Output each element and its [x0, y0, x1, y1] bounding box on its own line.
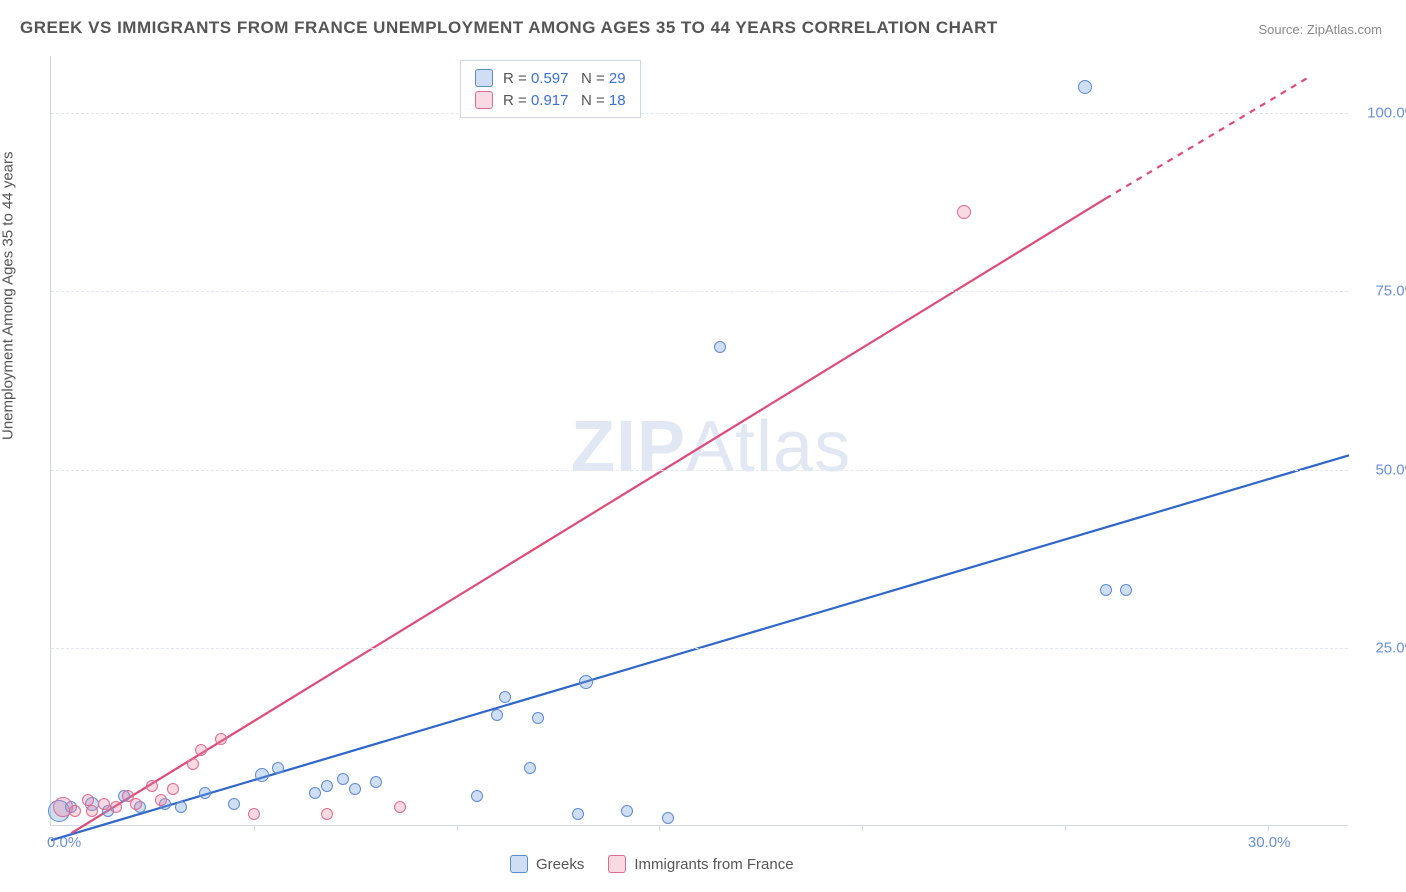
legend-stats: R = 0.597 N = 29 — [503, 70, 626, 87]
legend-swatch — [608, 855, 626, 873]
watermark: ZIPAtlas — [571, 406, 851, 488]
data-point — [110, 801, 122, 813]
data-point — [1078, 80, 1092, 94]
data-point — [155, 794, 167, 806]
legend-label: Immigrants from France — [634, 856, 793, 873]
y-tick-label: 25.0% — [1358, 639, 1406, 656]
x-tick-label: 0.0% — [47, 834, 81, 851]
data-point — [621, 805, 633, 817]
legend-stats: R = 0.917 N = 18 — [503, 92, 626, 109]
data-point — [272, 762, 284, 774]
data-point — [98, 798, 110, 810]
legend-row: R = 0.917 N = 18 — [475, 89, 626, 111]
legend-label: Greeks — [536, 856, 584, 873]
data-point — [321, 808, 333, 820]
data-point — [309, 787, 321, 799]
x-tick — [1268, 825, 1269, 831]
x-tick — [457, 825, 458, 831]
data-point — [1100, 584, 1112, 596]
data-point — [130, 798, 142, 810]
data-point — [532, 712, 544, 724]
series-legend: Greeks Immigrants from France — [510, 855, 794, 873]
data-point — [167, 783, 179, 795]
x-tick — [659, 825, 660, 831]
data-point — [187, 758, 199, 770]
legend-swatch — [475, 91, 493, 109]
legend-item: Immigrants from France — [608, 855, 793, 873]
data-point — [199, 787, 211, 799]
x-tick — [862, 825, 863, 831]
legend-item: Greeks — [510, 855, 584, 873]
data-point — [228, 798, 240, 810]
correlation-legend: R = 0.597 N = 29 R = 0.917 N = 18 — [460, 60, 641, 118]
source-label: Source: ZipAtlas.com — [1258, 22, 1382, 37]
gridline — [51, 291, 1348, 292]
plot-area: ZIPAtlas 25.0%50.0%75.0%100.0%0.0%30.0% — [50, 56, 1348, 826]
gridline — [51, 113, 1348, 114]
gridline — [51, 470, 1348, 471]
data-point — [714, 341, 726, 353]
data-point — [337, 773, 349, 785]
data-point — [248, 808, 260, 820]
y-tick-label: 50.0% — [1358, 461, 1406, 478]
data-point — [255, 768, 269, 782]
data-point — [471, 790, 483, 802]
data-point — [215, 733, 227, 745]
data-point — [146, 780, 158, 792]
data-point — [662, 812, 674, 824]
gridline — [51, 648, 1348, 649]
data-point — [394, 801, 406, 813]
data-point — [175, 801, 187, 813]
x-tick — [254, 825, 255, 831]
data-point — [524, 762, 536, 774]
regression-lines — [51, 56, 1348, 825]
data-point — [321, 780, 333, 792]
data-point — [69, 805, 81, 817]
data-point — [491, 709, 503, 721]
data-point — [349, 783, 361, 795]
chart-title: GREEK VS IMMIGRANTS FROM FRANCE UNEMPLOY… — [20, 18, 998, 38]
data-point — [86, 805, 98, 817]
legend-swatch — [475, 69, 493, 87]
y-tick-label: 75.0% — [1358, 283, 1406, 300]
data-point — [195, 744, 207, 756]
legend-swatch — [510, 855, 528, 873]
data-point — [579, 675, 593, 689]
y-tick-label: 100.0% — [1358, 105, 1406, 122]
data-point — [572, 808, 584, 820]
y-axis-label: Unemployment Among Ages 35 to 44 years — [0, 151, 17, 440]
data-point — [370, 776, 382, 788]
x-tick — [1065, 825, 1066, 831]
data-point — [499, 691, 511, 703]
data-point — [1120, 584, 1132, 596]
x-tick-label: 30.0% — [1248, 834, 1291, 851]
legend-row: R = 0.597 N = 29 — [475, 67, 626, 89]
data-point — [957, 205, 971, 219]
